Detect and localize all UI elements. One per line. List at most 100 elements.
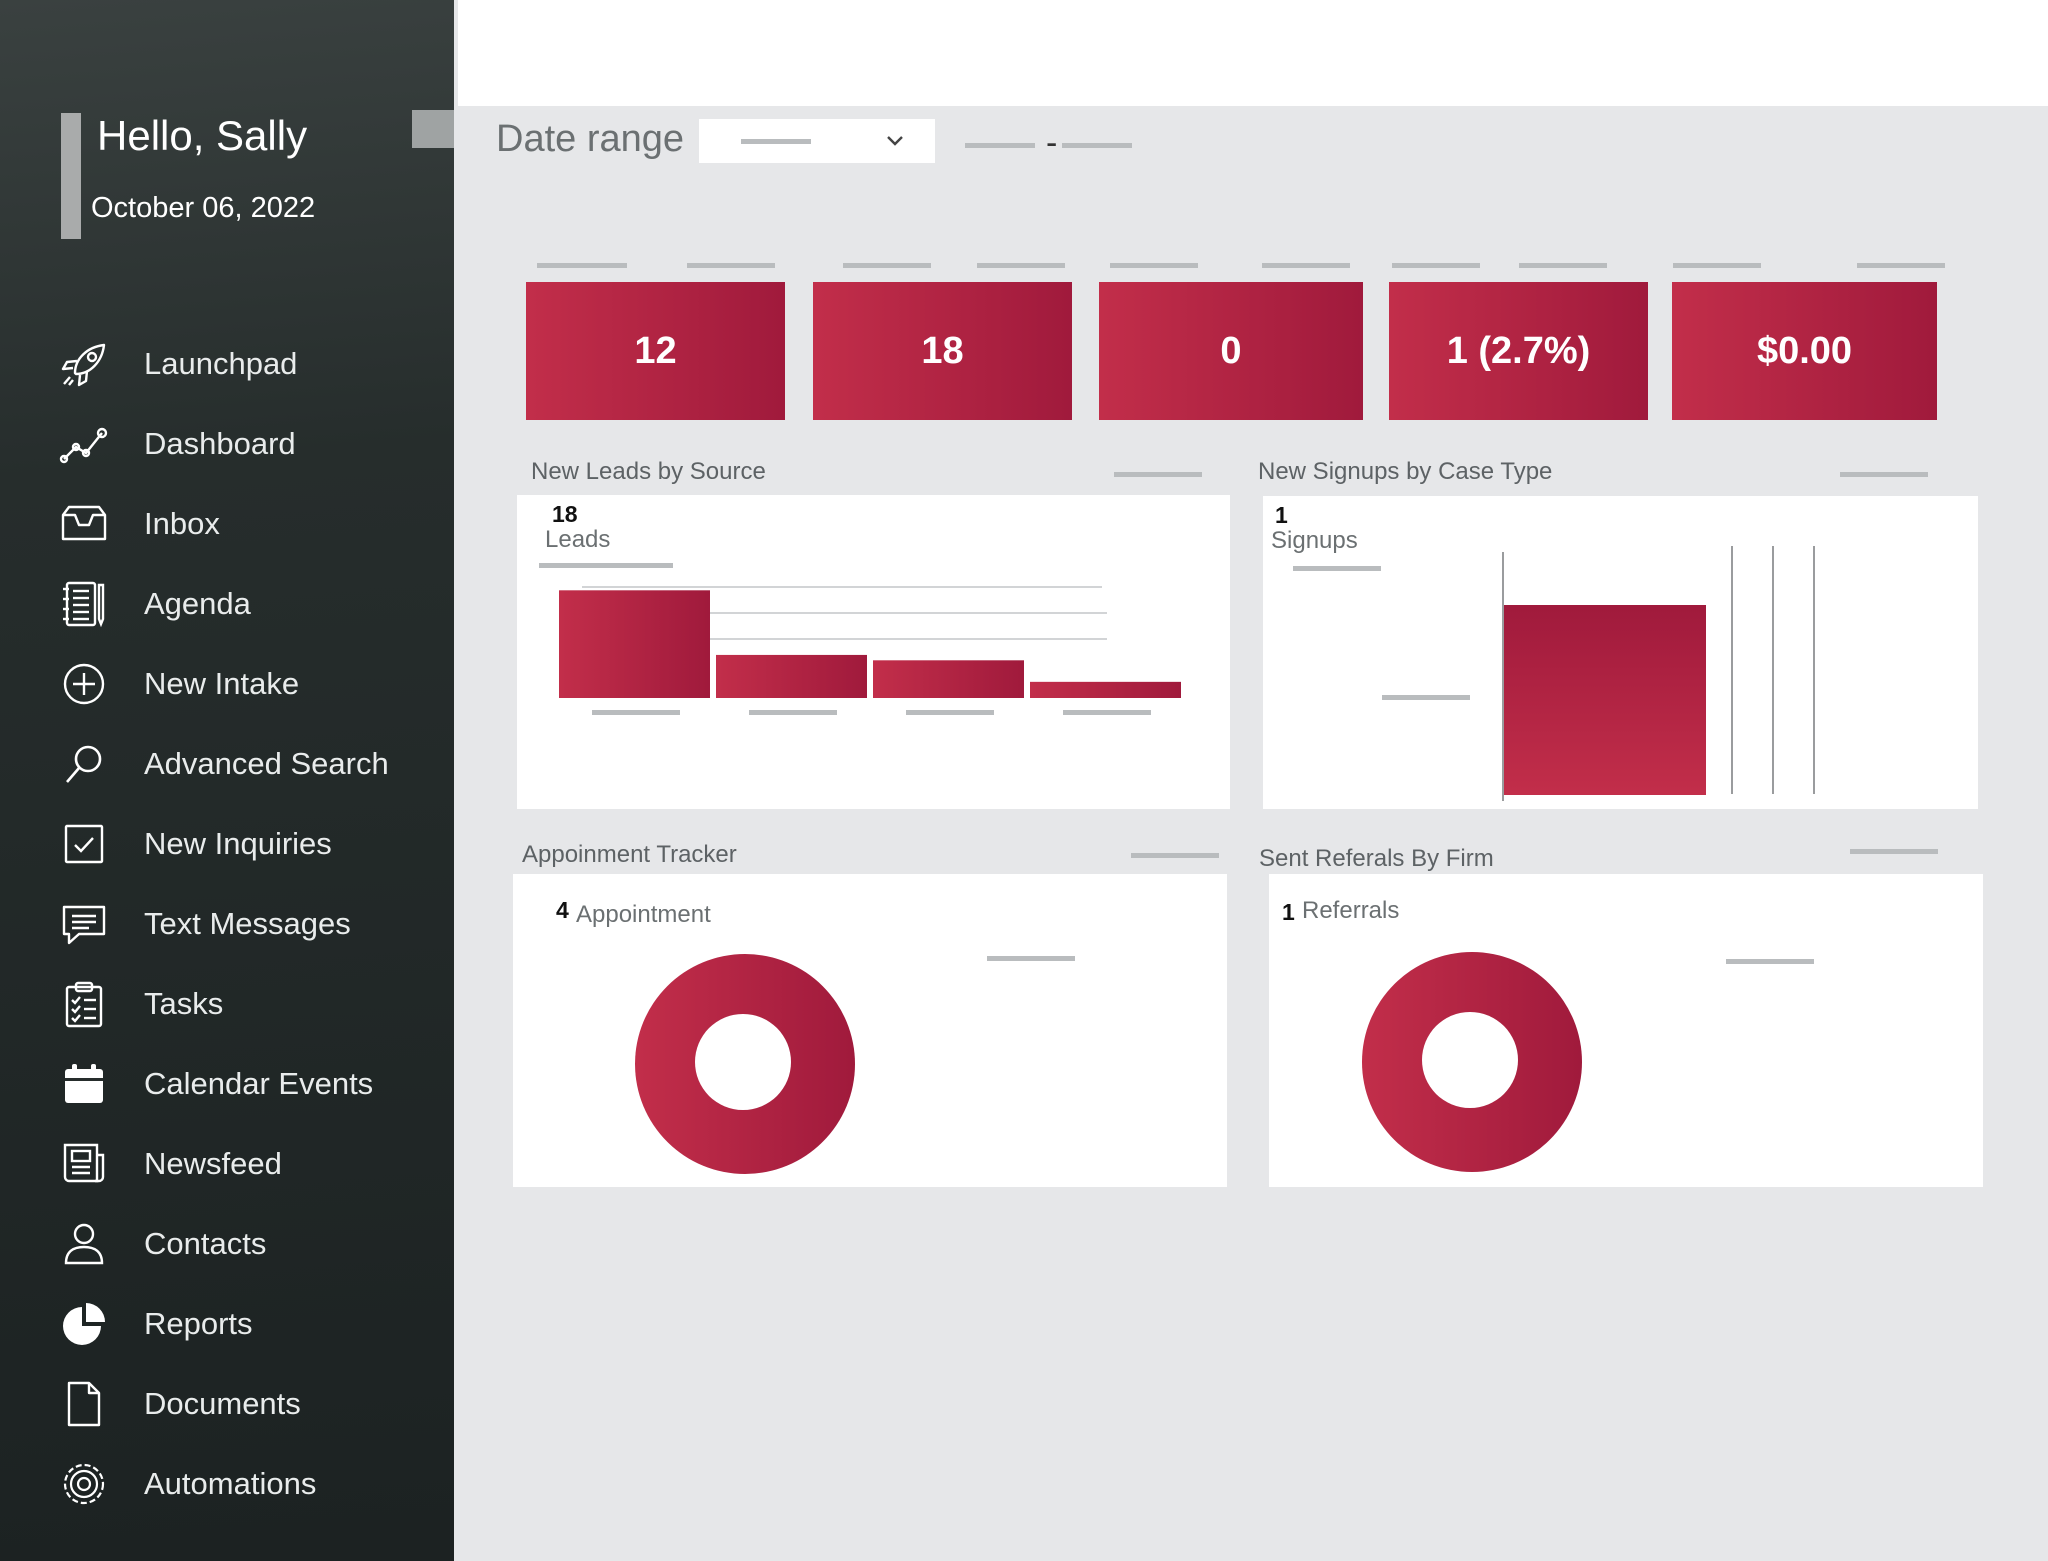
person-icon xyxy=(56,1216,112,1272)
kpi-card[interactable]: 1 (2.7%) xyxy=(1389,282,1648,420)
referrals-unit: Referrals xyxy=(1302,897,1400,924)
sidebar-item-agenda[interactable]: Agenda xyxy=(56,569,446,639)
gear-icon xyxy=(56,1456,112,1512)
kpi-card[interactable]: $0.00 xyxy=(1672,282,1937,420)
signups-bar-chart xyxy=(1502,546,1815,801)
bar xyxy=(1030,681,1181,698)
sidebar-item-tasks[interactable]: Tasks xyxy=(56,969,446,1039)
pie-chart-icon xyxy=(56,1296,112,1352)
sidebar: Hello, Sally October 06, 2022 Launchpad … xyxy=(0,0,454,1561)
sidebar-item-contacts[interactable]: Contacts xyxy=(56,1209,446,1279)
bar xyxy=(716,654,867,698)
sidebar-item-label: Inbox xyxy=(144,506,220,541)
leads-unit: Leads xyxy=(545,526,611,553)
sidebar-item-label: Text Messages xyxy=(144,906,351,941)
panel-action-placeholder[interactable] xyxy=(1850,849,1938,854)
appointments-count: 4 xyxy=(556,897,569,923)
leads-bar-chart xyxy=(559,586,1181,715)
kpi-label-placeholder xyxy=(1673,263,1761,268)
sidebar-item-label: New Inquiries xyxy=(144,826,332,861)
x-tick-label xyxy=(1063,710,1151,715)
bar xyxy=(873,660,1024,698)
line-chart-icon xyxy=(56,416,112,472)
signups-category-label xyxy=(1382,695,1470,700)
chevron-down-icon xyxy=(887,136,903,146)
search-icon xyxy=(56,736,112,792)
sidebar-item-label: Contacts xyxy=(144,1226,267,1261)
current-date: October 06, 2022 xyxy=(91,192,316,224)
signups-count: 1 xyxy=(1275,502,1288,528)
signups-unit: Signups xyxy=(1271,527,1358,554)
kpi-card[interactable]: 18 xyxy=(813,282,1072,420)
sidebar-item-label: Dashboard xyxy=(144,426,296,461)
sidebar-item-calendar-events[interactable]: Calendar Events xyxy=(56,1049,446,1119)
sidebar-item-advanced-search[interactable]: Advanced Search xyxy=(56,729,446,799)
select-value-placeholder xyxy=(741,139,811,144)
sidebar-item-newsfeed[interactable]: Newsfeed xyxy=(56,1129,446,1199)
kpi-label-placeholder xyxy=(537,263,627,268)
notebook-icon xyxy=(56,576,112,632)
document-icon xyxy=(56,1376,112,1432)
newspaper-icon xyxy=(56,1136,112,1192)
sidebar-item-new-inquiries[interactable]: New Inquiries xyxy=(56,809,446,879)
appointments-panel-title: Appoinment Tracker xyxy=(522,841,737,868)
kpi-card[interactable]: 0 xyxy=(1099,282,1363,420)
legend-placeholder xyxy=(987,956,1075,961)
sidebar-item-label: Reports xyxy=(144,1306,253,1341)
sidebar-item-label: Automations xyxy=(144,1466,317,1501)
rocket-icon xyxy=(56,336,112,392)
sidebar-item-new-intake[interactable]: New Intake xyxy=(56,649,446,719)
x-tick-label xyxy=(592,710,680,715)
leads-subtitle-placeholder xyxy=(539,563,673,568)
kpi-card[interactable]: 12 xyxy=(526,282,785,420)
appointments-panel: 4 Appointment xyxy=(513,874,1227,1187)
kpi-label-placeholder xyxy=(843,263,931,268)
kpi-label-placeholder xyxy=(687,263,775,268)
sidebar-item-label: New Intake xyxy=(144,666,300,701)
referrals-panel: 1 Referrals xyxy=(1269,874,1983,1187)
sidebar-item-label: Documents xyxy=(144,1386,301,1421)
referrals-donut-chart xyxy=(1362,952,1582,1172)
signups-subtitle-placeholder xyxy=(1293,566,1381,571)
sidebar-item-text-messages[interactable]: Text Messages xyxy=(56,889,446,959)
calendar-icon xyxy=(56,1056,112,1112)
leads-panel: 18 Leads xyxy=(517,495,1230,809)
panel-action-placeholder[interactable] xyxy=(1114,472,1202,477)
start-date-field[interactable] xyxy=(965,143,1035,148)
sidebar-item-reports[interactable]: Reports xyxy=(56,1289,446,1359)
sidebar-item-dashboard[interactable]: Dashboard xyxy=(56,409,446,479)
sidebar-item-documents[interactable]: Documents xyxy=(56,1369,446,1439)
kpi-label-placeholder xyxy=(1857,263,1945,268)
sidebar-item-label: Agenda xyxy=(144,586,251,621)
sidebar-item-label: Calendar Events xyxy=(144,1066,374,1101)
bar xyxy=(1504,605,1706,795)
date-range-select[interactable] xyxy=(699,119,935,163)
end-date-field[interactable] xyxy=(1062,143,1132,148)
top-bar xyxy=(458,0,2048,106)
greeting: Hello, Sally xyxy=(97,112,308,159)
sidebar-item-label: Advanced Search xyxy=(144,746,389,781)
sidebar-item-launchpad[interactable]: Launchpad xyxy=(56,329,446,399)
sidebar-item-automations[interactable]: Automations xyxy=(56,1449,446,1519)
legend-placeholder xyxy=(1726,959,1814,964)
inbox-tray-icon xyxy=(56,496,112,552)
sidebar-item-inbox[interactable]: Inbox xyxy=(56,489,446,559)
clipboard-checklist-icon xyxy=(56,976,112,1032)
checkbox-icon xyxy=(56,816,112,872)
plus-circle-icon xyxy=(56,656,112,712)
sidebar-item-label: Tasks xyxy=(144,986,224,1021)
panel-action-placeholder[interactable] xyxy=(1840,472,1928,477)
signups-panel-title: New Signups by Case Type xyxy=(1258,458,1553,485)
kpi-label-placeholder xyxy=(1262,263,1350,268)
kpi-label-placeholder xyxy=(1110,263,1198,268)
leads-panel-title: New Leads by Source xyxy=(531,458,766,485)
greeting-accent-bar xyxy=(61,113,81,239)
kpi-label-placeholder xyxy=(1392,263,1480,268)
sidebar-collapse-tab[interactable] xyxy=(412,110,454,148)
signups-panel: 1 Signups xyxy=(1263,496,1978,809)
panel-action-placeholder[interactable] xyxy=(1131,853,1219,858)
referrals-count: 1 xyxy=(1282,899,1295,925)
kpi-label-placeholder xyxy=(977,263,1065,268)
bar xyxy=(559,590,710,698)
appointments-unit: Appointment xyxy=(576,901,711,928)
